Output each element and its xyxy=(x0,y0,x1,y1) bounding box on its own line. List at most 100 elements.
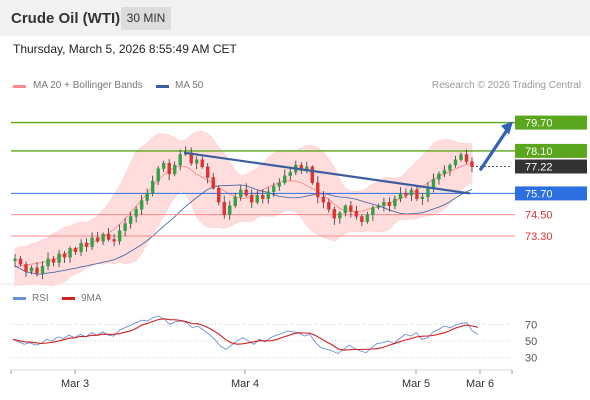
timeframe-badge[interactable]: 30 MIN xyxy=(121,7,171,30)
candle-up xyxy=(448,164,452,171)
candle-down xyxy=(112,239,116,242)
candle-down xyxy=(211,177,215,189)
candle-down xyxy=(73,248,78,253)
candle-down xyxy=(464,154,469,162)
candle-down xyxy=(332,209,337,219)
candle-up xyxy=(338,212,342,219)
candle-up xyxy=(459,154,463,160)
candle-up xyxy=(117,230,122,242)
candle-up xyxy=(283,175,287,183)
rsi-legend-swatch xyxy=(13,297,26,300)
candle-down xyxy=(200,159,204,168)
candle-up xyxy=(376,205,381,208)
forecast-arrow-head xyxy=(501,121,513,135)
candle-down xyxy=(244,189,248,196)
candle-down xyxy=(310,166,315,184)
candle-up xyxy=(277,182,281,187)
candle-down xyxy=(415,189,419,199)
trendline xyxy=(183,151,471,195)
candle-down xyxy=(261,194,265,199)
ma50-legend-swatch xyxy=(156,85,169,88)
candle-down xyxy=(24,264,28,272)
rsi-tick-label: 70 xyxy=(525,319,537,331)
time-tick-label: Mar 4 xyxy=(231,378,259,390)
candle-down xyxy=(106,233,111,240)
candle-up xyxy=(13,258,17,261)
candle-up xyxy=(90,237,94,247)
candle-up xyxy=(398,193,403,199)
candle-up xyxy=(68,248,72,258)
price-tag-label: 77.22 xyxy=(525,162,553,174)
candle-up xyxy=(46,258,50,267)
candle-down xyxy=(321,196,326,203)
candle-up xyxy=(161,163,166,169)
ma50-legend-label: MA 50 xyxy=(175,80,204,91)
ma20-legend-swatch xyxy=(13,85,26,88)
rsi-ma-line xyxy=(12,318,479,351)
candle-down xyxy=(387,202,392,207)
candle-up xyxy=(266,191,270,199)
chart-header: Crude Oil (WTI) 30 MIN xyxy=(0,0,590,36)
candle-up xyxy=(371,207,375,215)
candle-up xyxy=(57,253,61,263)
candle-up xyxy=(139,200,144,210)
candle-up xyxy=(178,154,182,166)
rsi-tick-label: 30 xyxy=(525,353,537,365)
candle-up xyxy=(365,214,370,222)
price-tag-pivot xyxy=(515,186,587,201)
candle-up xyxy=(134,209,138,217)
ma9-legend-swatch xyxy=(62,297,75,300)
forecast-arrow-shaft xyxy=(478,127,510,172)
time-tick-label: Mar 5 xyxy=(402,378,430,390)
candle-down xyxy=(222,202,226,215)
candle-down xyxy=(167,163,171,175)
candle-up xyxy=(40,265,45,274)
timestamp: Thursday, March 5, 2026 8:55:49 AM CET xyxy=(13,42,237,56)
candle-down xyxy=(95,237,100,242)
price-tag-label: 74.50 xyxy=(525,210,553,222)
price-tag-label: 79.70 xyxy=(525,118,553,130)
candle-up xyxy=(233,196,237,207)
candle-up xyxy=(255,194,259,203)
candle-up xyxy=(239,189,243,198)
candle-up xyxy=(128,216,133,224)
price-tag-label: 75.70 xyxy=(525,188,553,200)
candle-down xyxy=(35,267,39,274)
candle-up xyxy=(156,168,160,182)
candle-up xyxy=(382,202,386,207)
candle-up xyxy=(288,171,293,176)
time-tick-label: Mar 3 xyxy=(61,378,89,390)
instrument-title: Crude Oil (WTI) xyxy=(11,10,121,27)
rsi-line xyxy=(12,315,479,355)
price-tag-resistance xyxy=(515,143,587,158)
candle-down xyxy=(217,187,221,203)
candle-down xyxy=(349,205,353,212)
candle-up xyxy=(29,267,34,272)
candle-down xyxy=(18,258,23,265)
candle-down xyxy=(354,210,359,217)
candle-down xyxy=(360,216,364,222)
time-tick-label: Mar 6 xyxy=(466,378,494,390)
candle-up xyxy=(101,233,105,242)
candle-up xyxy=(431,179,436,189)
candle-up xyxy=(79,242,83,253)
candle-down xyxy=(404,193,408,196)
candle-up xyxy=(272,186,276,192)
candle-down xyxy=(62,253,67,258)
candle-up xyxy=(228,205,232,215)
candle-down xyxy=(316,182,320,198)
candle-down xyxy=(470,161,474,168)
candle-down xyxy=(250,194,254,203)
candle-up xyxy=(343,205,348,214)
credit-text: Research © 2026 Trading Central xyxy=(431,80,581,91)
candle-down xyxy=(206,166,210,178)
candle-up xyxy=(453,159,458,166)
ma50-line xyxy=(14,184,473,275)
candle-up xyxy=(409,189,414,196)
candle-up xyxy=(150,180,155,194)
candle-up xyxy=(123,223,127,231)
candle-up xyxy=(393,198,397,207)
candle-up xyxy=(442,170,447,175)
price-tag-label: 78.10 xyxy=(525,146,553,158)
